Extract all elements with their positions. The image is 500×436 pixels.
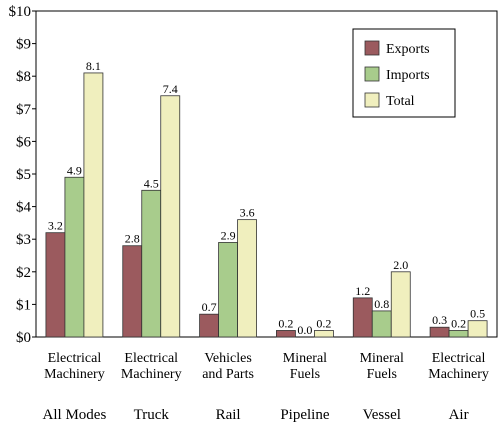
group-label: Pipeline bbox=[280, 407, 330, 423]
bar-imports bbox=[448, 330, 469, 338]
data-label: 8.1 bbox=[86, 59, 101, 73]
bar-imports bbox=[218, 242, 238, 338]
bar-total bbox=[390, 271, 411, 338]
group-label: Truck bbox=[134, 407, 170, 423]
bar-total bbox=[314, 330, 334, 338]
category-label: Mineral Fuels bbox=[283, 351, 327, 382]
bar-total bbox=[83, 72, 104, 338]
bar-total bbox=[467, 320, 488, 338]
legend-swatch bbox=[364, 66, 380, 82]
y-tick-label: $10 bbox=[9, 4, 32, 20]
bar-exports bbox=[352, 297, 373, 338]
bar-total bbox=[160, 95, 181, 338]
category-label: Vehicles and Parts bbox=[202, 351, 254, 382]
legend-swatch bbox=[364, 92, 380, 108]
y-tick-label: $1 bbox=[16, 297, 31, 313]
data-label: 0.0 bbox=[297, 323, 312, 337]
bar-imports bbox=[64, 176, 85, 338]
data-label: 0.7 bbox=[202, 300, 217, 314]
y-tick-label: $2 bbox=[16, 265, 31, 281]
data-label: 3.2 bbox=[48, 219, 63, 233]
group-label: Rail bbox=[216, 407, 241, 423]
bar-exports bbox=[276, 330, 296, 338]
group-label: Vessel bbox=[363, 407, 401, 423]
bar-exports bbox=[199, 313, 219, 338]
data-label: 2.8 bbox=[125, 232, 140, 246]
bars bbox=[45, 72, 488, 338]
bar-total bbox=[237, 219, 257, 338]
y-tick-label: $6 bbox=[16, 134, 32, 150]
data-label: 0.5 bbox=[470, 307, 485, 321]
y-tick-label: $9 bbox=[16, 37, 31, 53]
data-label: 1.2 bbox=[355, 284, 370, 298]
y-tick-label: $7 bbox=[16, 102, 32, 118]
data-label: 2.0 bbox=[393, 258, 408, 272]
data-label: 2.9 bbox=[221, 228, 236, 242]
category-label: Electrical Machinery bbox=[121, 351, 182, 382]
group-label: All Modes bbox=[43, 407, 107, 423]
group-label: Air bbox=[449, 407, 469, 423]
y-tick-label: $5 bbox=[16, 167, 31, 183]
bar-imports bbox=[371, 310, 392, 338]
bar-exports bbox=[429, 326, 450, 338]
legend-label: Exports bbox=[386, 42, 430, 57]
category-label: Mineral Fuels bbox=[360, 351, 404, 382]
x-axis-labels: Electrical Machinery All Modes Electrical Ma… bbox=[43, 351, 489, 423]
data-label: 0.2 bbox=[316, 316, 331, 330]
legend-label: Total bbox=[386, 94, 415, 109]
axes: $0 $1 $2 $3 $4 $5 $6 $7 $8 $9 $10 bbox=[9, 4, 498, 346]
data-labels: 3.2 4.9 8.1 2.8 4.5 7.4 0.7 2.9 3.6 0.2 0.0 0.2 1.2 0… bbox=[48, 59, 485, 337]
y-tick-label: $8 bbox=[16, 69, 31, 85]
data-label: 0.3 bbox=[432, 313, 447, 327]
data-label: 4.5 bbox=[144, 176, 159, 190]
legend-swatch bbox=[364, 40, 380, 56]
legend: Exports Imports Total bbox=[352, 28, 456, 118]
data-label: 0.8 bbox=[374, 297, 389, 311]
data-label: 7.4 bbox=[163, 82, 178, 96]
y-tick-label: $4 bbox=[16, 200, 32, 216]
bar-imports bbox=[141, 189, 162, 338]
data-label: 0.2 bbox=[451, 316, 466, 330]
category-label: Electrical Machinery bbox=[44, 351, 105, 382]
data-label: 4.9 bbox=[67, 163, 82, 177]
bar-exports bbox=[122, 245, 143, 338]
category-label: Electrical Machinery bbox=[428, 351, 489, 382]
data-label: 0.2 bbox=[278, 316, 293, 330]
legend-label: Imports bbox=[386, 68, 430, 83]
bar-exports bbox=[45, 232, 66, 338]
data-label: 3.6 bbox=[240, 206, 255, 220]
y-tick-label: $0 bbox=[16, 330, 31, 346]
y-tick-label: $3 bbox=[16, 232, 31, 248]
